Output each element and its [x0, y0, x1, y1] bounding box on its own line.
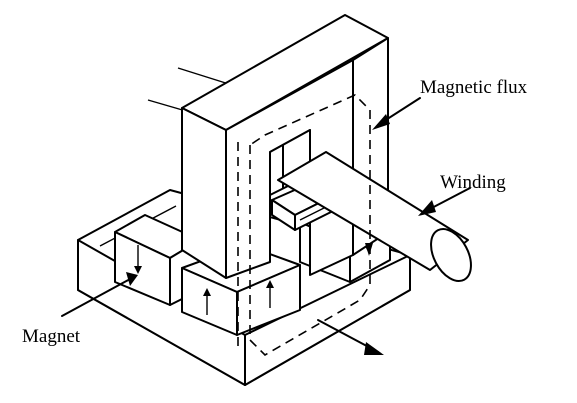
winding-rod — [277, 151, 472, 282]
magnetic-flux-label: Magnetic flux — [420, 77, 528, 98]
winding-label: Winding — [440, 172, 506, 193]
flux-exit-arrow — [317, 319, 384, 355]
label-leaders — [61, 97, 471, 317]
magnet-label: Magnet — [22, 326, 81, 347]
u-core — [181, 14, 389, 279]
magnetic-flux-path — [237, 94, 373, 357]
